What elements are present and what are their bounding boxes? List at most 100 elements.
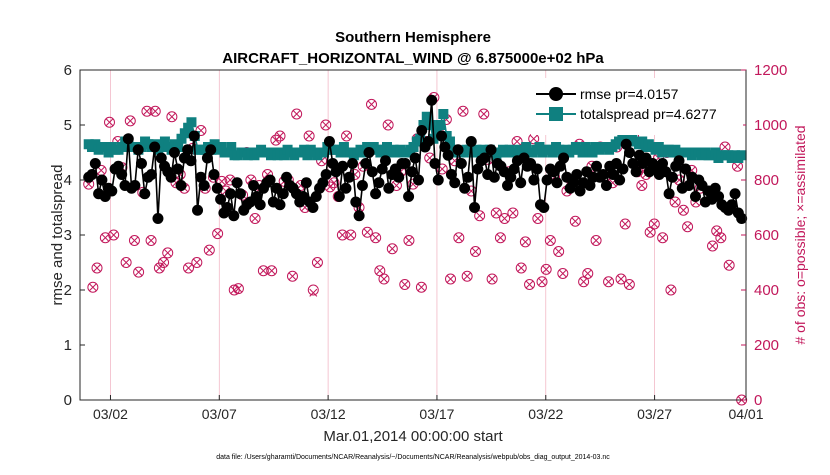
- totalspread-marker: [431, 125, 442, 136]
- obs-assimilated-marker: [213, 229, 222, 238]
- rmse-marker: [663, 188, 675, 200]
- obs-assimilated-marker: [479, 110, 488, 118]
- obs-assimilated-marker: [513, 137, 522, 146]
- obs-possible-marker: [519, 236, 531, 248]
- rmse-marker: [277, 188, 289, 200]
- rmse-marker: [478, 152, 490, 164]
- obs-possible-marker: [191, 257, 203, 268]
- obs-assimilated-marker: [101, 233, 110, 242]
- rmse-marker: [422, 136, 434, 147]
- obs-assimilated-marker: [725, 261, 734, 270]
- rmse-marker: [152, 213, 164, 224]
- totalspread-marker: [408, 142, 419, 152]
- obs-possible-marker: [303, 130, 315, 142]
- obs-possible-marker: [494, 232, 506, 244]
- obs-assimilated-marker: [488, 275, 497, 283]
- obs-possible-marker: [162, 247, 174, 259]
- totalspread-marker: [438, 109, 449, 119]
- obs-assimilated-marker: [292, 110, 301, 118]
- obs-possible-marker: [286, 270, 298, 282]
- rmse-marker: [132, 144, 144, 156]
- y-tick-label-right: 1000: [754, 117, 787, 134]
- obs-assimilated-marker: [346, 231, 355, 239]
- totalspread-marker: [587, 147, 598, 158]
- obs-possible-marker: [603, 276, 615, 288]
- obs-assimilated-marker: [234, 284, 243, 293]
- rmse-marker: [135, 158, 147, 169]
- obs-assimilated-marker: [342, 132, 351, 140]
- rmse-marker: [554, 160, 566, 172]
- totalspread-marker: [444, 136, 455, 147]
- obs-possible-marker: [311, 257, 323, 268]
- obs-assimilated-marker: [93, 264, 101, 272]
- rmse-marker: [541, 174, 553, 186]
- obs-assimilated-marker: [230, 286, 239, 294]
- obs-possible-marker: [707, 240, 719, 252]
- y-tick-label-left: 4: [64, 172, 72, 189]
- obs-possible-marker: [474, 210, 486, 222]
- obs-possible-marker: [91, 262, 103, 274]
- obs-assimilated-marker: [500, 214, 509, 223]
- rmse-marker: [172, 163, 184, 175]
- rmse-marker: [350, 196, 362, 208]
- obs-assimilated-marker: [375, 266, 384, 275]
- obs-assimilated-marker: [155, 264, 164, 272]
- rmse-marker: [155, 152, 167, 164]
- obs-assimilated-marker: [621, 220, 630, 228]
- obs-assimilated-marker: [454, 233, 463, 242]
- rmse-marker: [300, 177, 312, 189]
- totalspread-marker: [517, 147, 528, 158]
- obs-assimilated-marker: [142, 107, 151, 116]
- obs-possible-marker: [399, 279, 411, 290]
- rmse-marker: [445, 169, 457, 180]
- obs-assimilated-marker: [88, 283, 97, 292]
- totalspread-marker: [222, 147, 233, 158]
- rmse-marker: [211, 182, 223, 194]
- obs-possible-marker: [532, 213, 544, 224]
- totalspread-marker: [179, 128, 190, 139]
- totalspread-marker: [338, 142, 349, 152]
- obs-assimilated-marker: [363, 228, 372, 237]
- obs-assimilated-marker: [184, 264, 193, 272]
- rmse-marker: [89, 158, 101, 169]
- x-tick-label: 03/17: [419, 406, 454, 422]
- rmse-marker: [182, 144, 194, 156]
- totalspread-marker: [156, 142, 167, 152]
- obs-assimilated-marker: [404, 236, 413, 245]
- totalspread-marker: [299, 144, 310, 155]
- obs-assimilated-marker: [151, 107, 160, 116]
- obs-possible-marker: [120, 257, 132, 268]
- rmse-marker: [201, 152, 213, 164]
- obs-possible-marker: [366, 98, 378, 110]
- rmse-marker: [139, 188, 151, 200]
- y-tick-label-left: 3: [64, 227, 72, 244]
- rmse-marker: [165, 171, 177, 183]
- obs-possible-marker: [104, 116, 116, 128]
- totalspread-marker: [415, 133, 426, 144]
- rmse-marker: [505, 171, 517, 183]
- rmse-marker: [168, 147, 180, 158]
- rmse-marker: [208, 169, 220, 180]
- obs-assimilated-marker: [471, 247, 480, 256]
- y-axis-label-left: rmse and totalspread: [49, 165, 66, 306]
- y-tick-label-left: 6: [64, 62, 72, 79]
- y-tick-label-right: 400: [754, 282, 779, 299]
- obs-possible-marker: [345, 229, 357, 241]
- totalspread-marker: [521, 142, 532, 152]
- chart-subtitle: AIRCRAFT_HORIZONTAL_WIND @ 6.875000e+02 …: [222, 50, 604, 67]
- obs-possible-marker: [291, 108, 303, 120]
- rmse-marker: [317, 177, 329, 189]
- obs-possible-marker: [386, 243, 398, 255]
- obs-assimilated-marker: [147, 236, 156, 245]
- rmse-marker: [600, 180, 612, 191]
- obs-possible-marker: [536, 276, 548, 288]
- obs-possible-marker: [307, 284, 319, 296]
- obs-assimilated-marker: [459, 107, 467, 116]
- obs-possible-marker: [677, 204, 689, 216]
- obs-assimilated-marker: [571, 217, 580, 226]
- rmse-marker: [406, 166, 418, 178]
- obs-assimilated-marker: [508, 209, 517, 217]
- obs-assimilated-marker: [666, 286, 675, 294]
- obs-possible-marker: [361, 226, 373, 238]
